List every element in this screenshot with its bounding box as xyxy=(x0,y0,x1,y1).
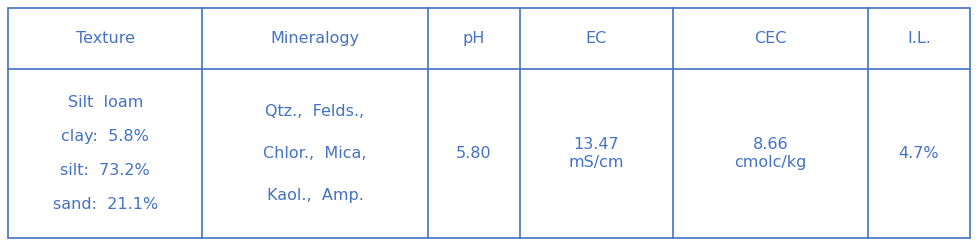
Text: Chlor.,  Mica,: Chlor., Mica, xyxy=(263,146,366,161)
Text: silt:  73.2%: silt: 73.2% xyxy=(61,163,149,178)
Text: Texture: Texture xyxy=(75,31,135,46)
Text: sand:  21.1%: sand: 21.1% xyxy=(53,197,157,212)
Text: Kaol.,  Amp.: Kaol., Amp. xyxy=(267,188,363,203)
Text: Silt  loam: Silt loam xyxy=(67,95,143,110)
Text: CEC: CEC xyxy=(753,31,786,46)
Text: Mineralogy: Mineralogy xyxy=(271,31,360,46)
Text: cmolc/kg: cmolc/kg xyxy=(734,155,806,170)
Text: clay:  5.8%: clay: 5.8% xyxy=(62,129,149,144)
Text: Qtz.,  Felds.,: Qtz., Felds., xyxy=(265,104,364,119)
Text: pH: pH xyxy=(462,31,485,46)
Text: 4.7%: 4.7% xyxy=(898,146,938,161)
Text: 5.80: 5.80 xyxy=(455,146,491,161)
Text: 13.47: 13.47 xyxy=(573,137,618,152)
Text: EC: EC xyxy=(585,31,607,46)
Text: I.L.: I.L. xyxy=(906,31,930,46)
Text: 8.66: 8.66 xyxy=(752,137,787,152)
Text: mS/cm: mS/cm xyxy=(569,155,623,170)
